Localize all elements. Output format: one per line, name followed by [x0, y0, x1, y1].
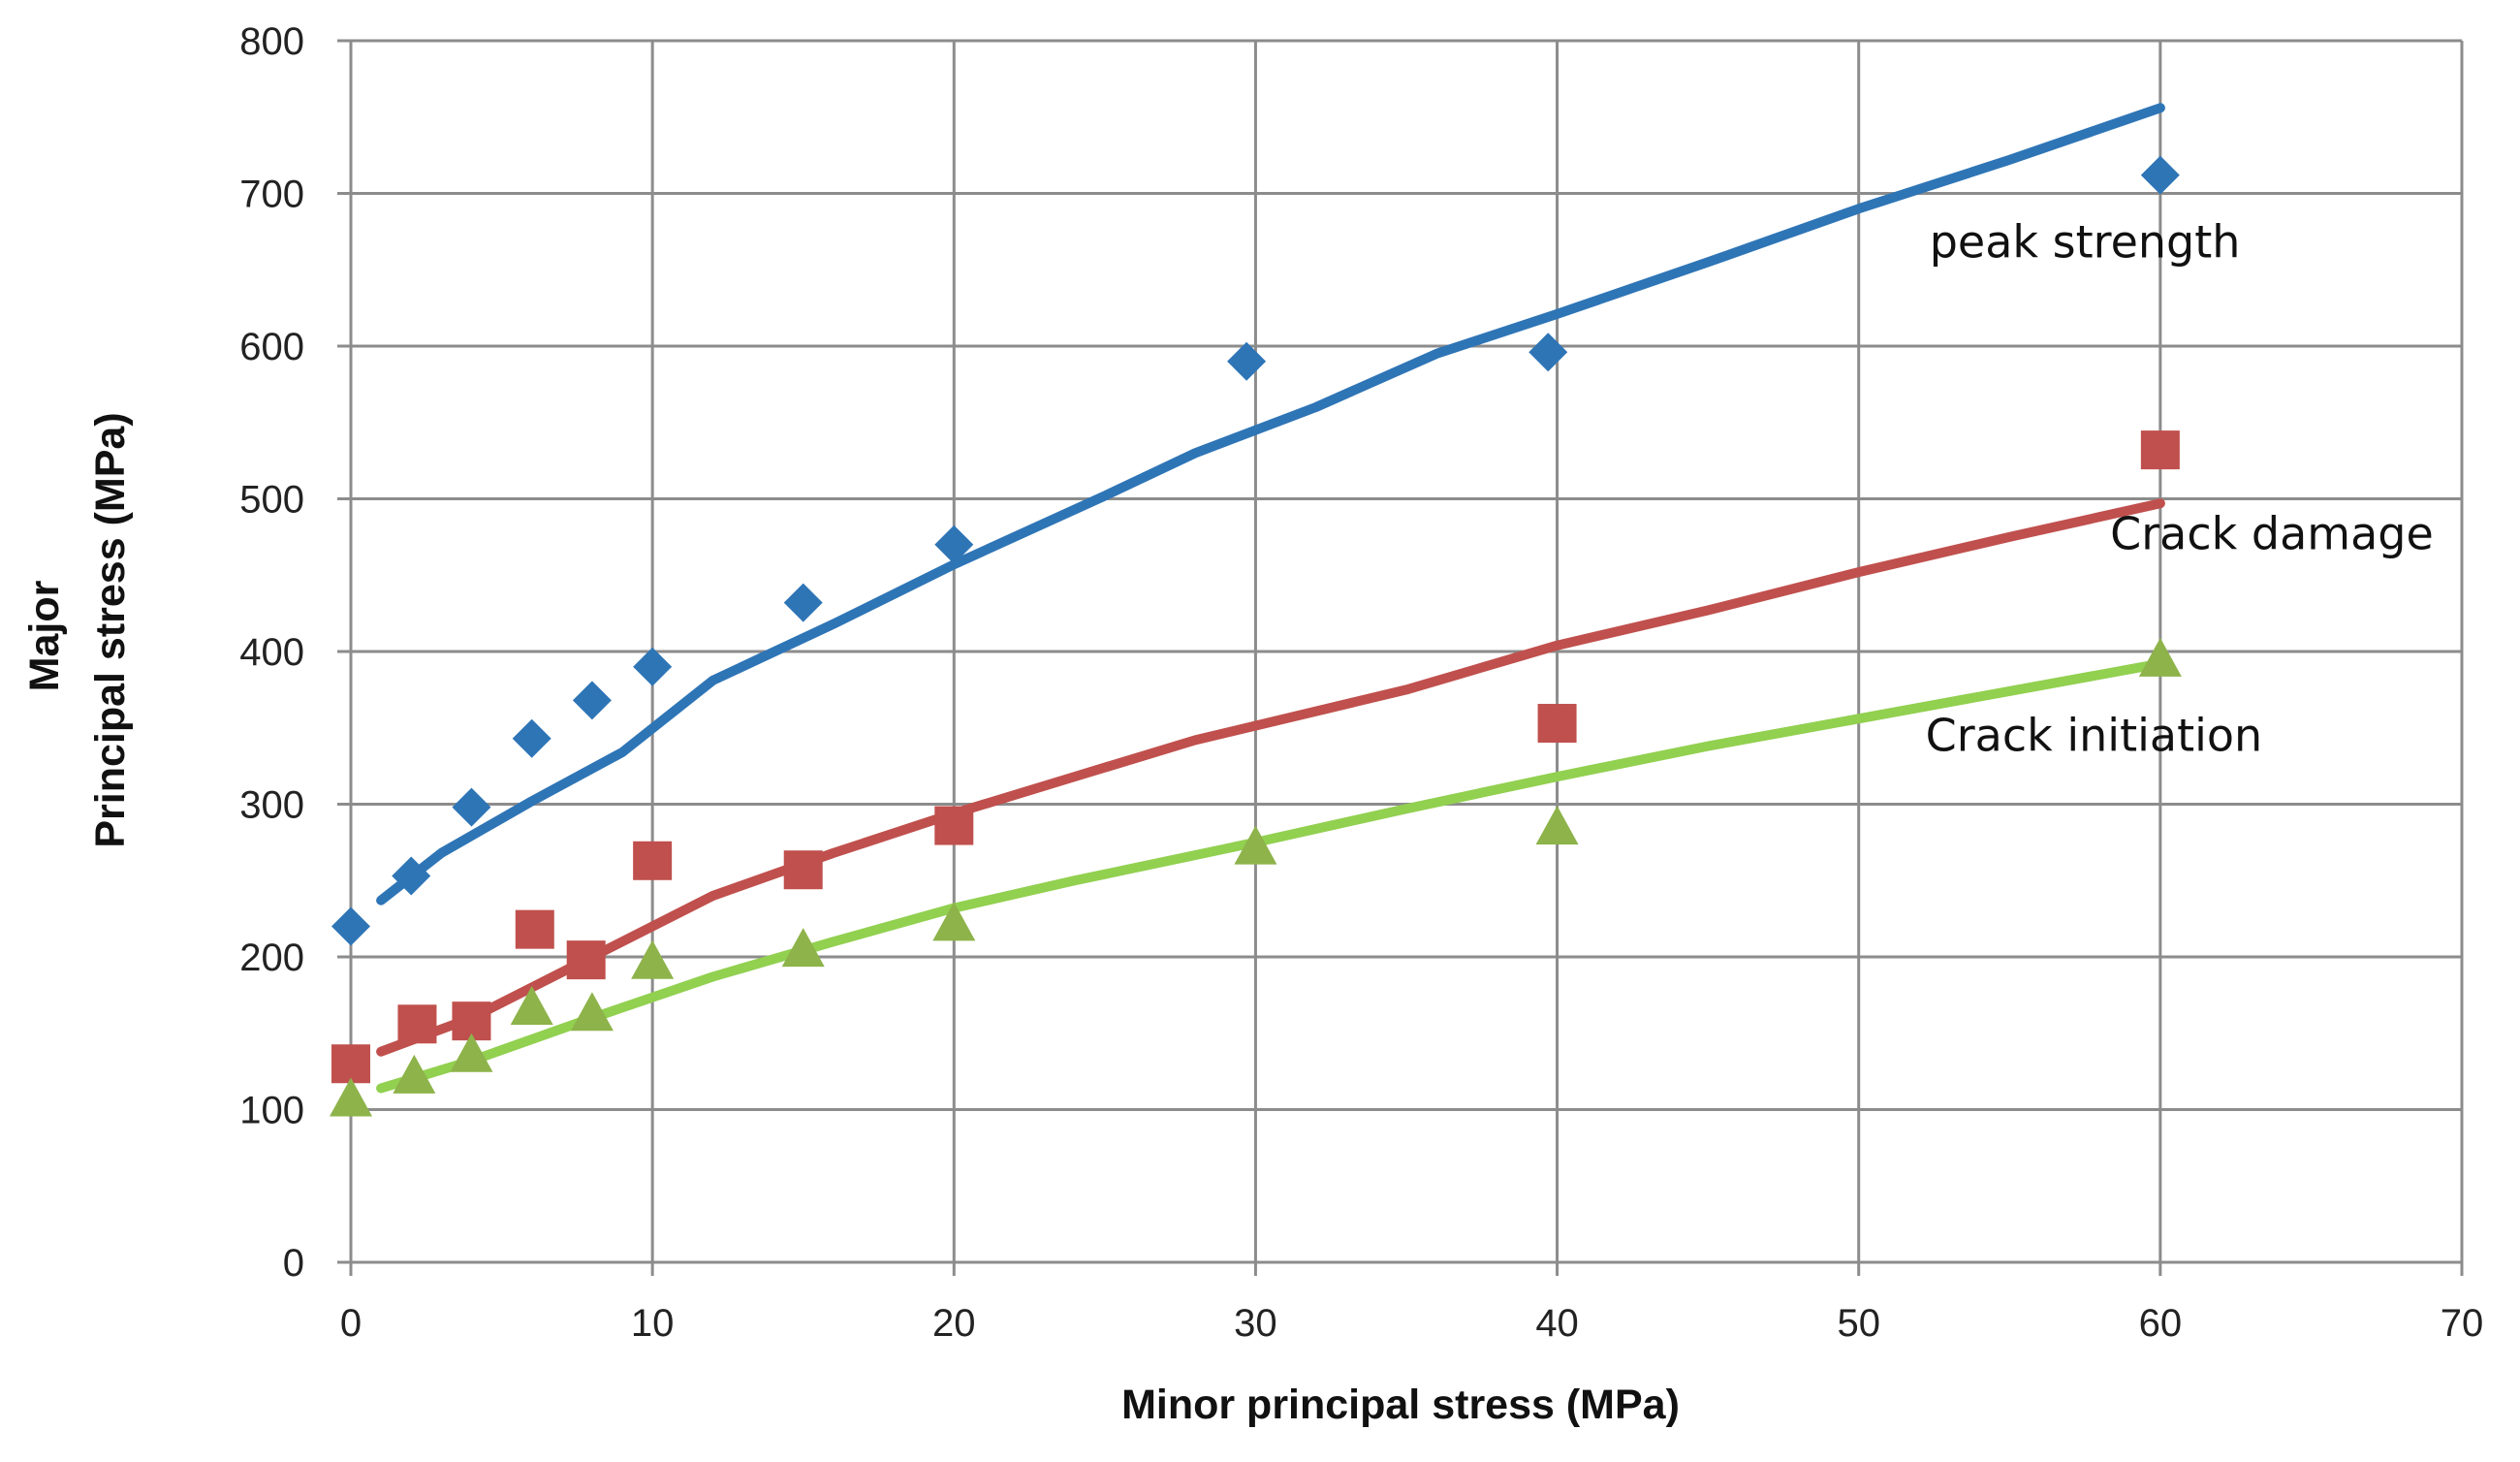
crack-initiation-point: [932, 902, 976, 941]
crack-initiation-point: [570, 992, 614, 1032]
x-tick-label: 50: [1837, 1302, 1880, 1345]
x-tick-label: 0: [340, 1302, 362, 1345]
crack-damage-fit-line: [376, 498, 2165, 1057]
crack-initiation-point: [510, 985, 553, 1025]
x-tick-labels: 0 10 20 30 40 50 60 70: [340, 1302, 2483, 1345]
crack-initiation-point: [450, 1033, 493, 1072]
peak-strength-point: [934, 524, 974, 564]
series-annotations: peak strength Crack damage Crack initiatio…: [1926, 216, 2434, 762]
x-tick-label: 30: [1234, 1302, 1277, 1345]
crack-damage-point: [633, 841, 673, 880]
crack-damage-point: [934, 806, 974, 845]
y-axis-title-line1: Major: [21, 580, 68, 691]
x-tick-label: 40: [1535, 1302, 1579, 1345]
peak-strength-point: [512, 718, 551, 758]
y-tick-labels: 0 100 200 300 400 500 600 700 800: [239, 20, 304, 1285]
peak-strength-fit-line: [376, 103, 2165, 906]
x-tick-label: 70: [2441, 1302, 2484, 1345]
peak-strength-point: [633, 647, 673, 686]
peak-strength-point: [783, 583, 823, 622]
y-tick-label: 200: [239, 937, 304, 979]
peak-strength-point: [452, 787, 491, 827]
peak-strength-label: peak strength: [1930, 216, 2241, 269]
crack-damage-point: [331, 1044, 370, 1084]
y-tick-label: 300: [239, 784, 304, 827]
y-tick-label: 500: [239, 479, 304, 522]
y-tick-label: 700: [239, 174, 304, 216]
crack-damage-point: [566, 940, 606, 980]
crack-initiation-fit-line: [376, 658, 2165, 1094]
peak-strength-point: [2140, 155, 2180, 195]
peak-strength-point: [572, 681, 612, 720]
y-tick-label: 100: [239, 1090, 304, 1132]
peak-strength-point: [392, 856, 431, 896]
crack-initiation-point: [393, 1054, 436, 1094]
y-tick-label: 400: [239, 631, 304, 674]
y-axis-title-line2: Principal stress (MPa): [87, 412, 134, 847]
x-tick-label: 10: [631, 1302, 675, 1345]
crack-initiation-label: Crack initiation: [1926, 709, 2263, 761]
y-tick-label: 800: [239, 20, 304, 63]
x-tick-label: 20: [932, 1302, 976, 1345]
crack-initiation-point: [1535, 806, 1579, 845]
crack-initiation-point: [781, 928, 825, 968]
fit-curves: [376, 103, 2165, 1094]
y-axis-title: Major Principal stress (MPa): [21, 412, 134, 847]
y-tick-label: 600: [239, 326, 304, 368]
crack-damage-point: [1537, 704, 1577, 744]
crack-initiation-point: [1234, 825, 1277, 865]
x-tick-label: 60: [2139, 1302, 2183, 1345]
crack-damage-point: [783, 850, 823, 890]
crack-initiation-point: [631, 939, 675, 979]
peak-strength-point: [1528, 333, 1568, 372]
data-markers: [330, 155, 2182, 1117]
crack-initiation-point: [330, 1077, 372, 1117]
y-tick-label: 0: [283, 1242, 304, 1285]
crack-initiation-point: [2138, 637, 2182, 677]
peak-strength-point: [1227, 341, 1267, 381]
x-axis-title: Minor principal stress (MPa): [1121, 1382, 1680, 1428]
peak-strength-point: [331, 906, 370, 946]
crack-damage-label: Crack damage: [2110, 507, 2434, 559]
crack-damage-point: [515, 909, 554, 949]
crack-damage-point: [2140, 430, 2180, 470]
crack-damage-point: [397, 1004, 437, 1044]
